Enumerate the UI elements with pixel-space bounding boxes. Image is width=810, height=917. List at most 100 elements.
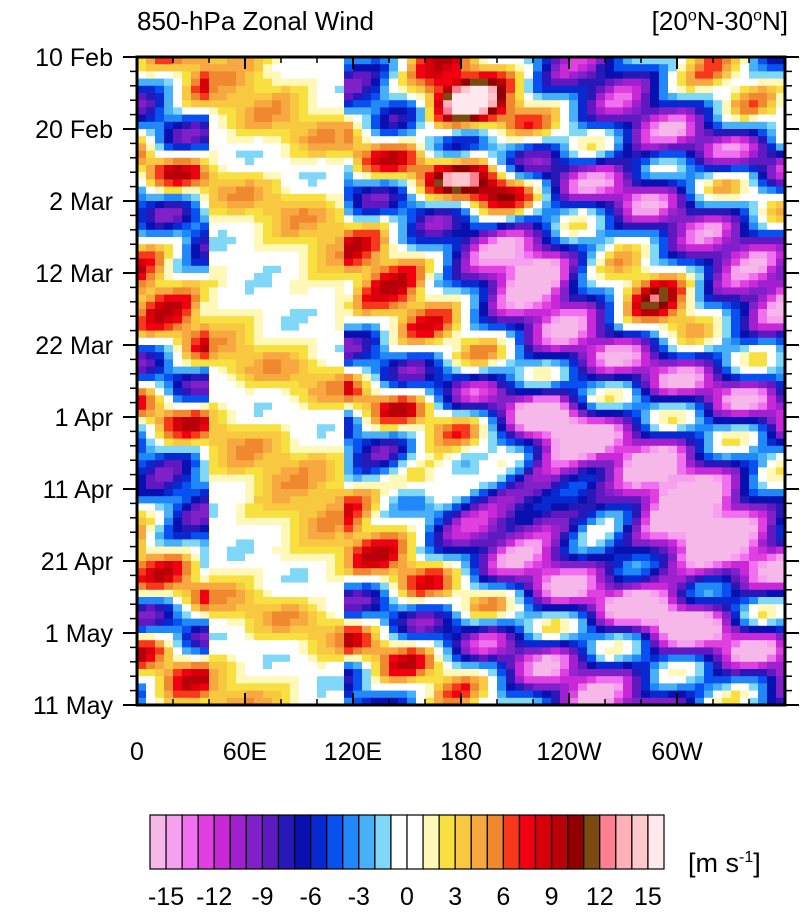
field-cell xyxy=(389,532,399,540)
field-cell xyxy=(632,316,642,324)
field-cell xyxy=(551,395,561,404)
field-cell xyxy=(434,179,444,188)
field-cell xyxy=(497,431,507,440)
field-cell xyxy=(434,323,444,332)
field-cell xyxy=(623,460,633,468)
field-cell xyxy=(686,417,696,425)
field-cell xyxy=(317,417,327,425)
field-cell xyxy=(497,107,507,116)
field-cell xyxy=(191,316,201,324)
field-cell xyxy=(623,78,633,87)
field-cell xyxy=(254,323,264,332)
field-cell xyxy=(290,78,300,87)
field-cell xyxy=(560,503,570,512)
field-cell xyxy=(425,129,435,137)
field-cell xyxy=(371,546,381,555)
field-cell xyxy=(272,237,282,245)
field-cell xyxy=(272,157,282,166)
field-cell xyxy=(650,424,660,432)
field-cell xyxy=(263,265,273,274)
field-cell xyxy=(362,438,372,447)
field-cell xyxy=(407,244,417,252)
field-cell xyxy=(299,280,309,288)
field-cell xyxy=(497,64,507,72)
field-cell xyxy=(416,57,426,65)
field-cell xyxy=(254,309,264,317)
field-cell xyxy=(542,85,552,94)
field-cell xyxy=(668,381,678,389)
field-cell xyxy=(542,337,552,346)
field-cell xyxy=(326,78,336,87)
field-cell xyxy=(461,481,471,490)
field-cell xyxy=(236,316,246,324)
field-cell xyxy=(560,388,570,396)
field-cell xyxy=(245,316,255,324)
field-cell xyxy=(686,93,696,101)
field-cell xyxy=(326,330,336,339)
field-cell xyxy=(389,438,399,447)
field-cell xyxy=(182,330,192,339)
field-cell xyxy=(362,431,372,440)
field-cell xyxy=(272,481,282,490)
field-cell xyxy=(254,453,264,461)
field-cell xyxy=(488,215,498,224)
field-cell xyxy=(164,237,174,245)
field-cell xyxy=(641,193,651,202)
field-cell xyxy=(290,409,300,418)
field-cell xyxy=(227,546,237,555)
field-cell xyxy=(353,222,363,231)
field-cell xyxy=(740,474,750,483)
field-cell xyxy=(542,193,552,202)
field-cell xyxy=(686,460,696,468)
field-cell xyxy=(632,107,642,116)
field-cell xyxy=(299,85,309,94)
field-cell xyxy=(290,496,300,504)
field-cell xyxy=(560,438,570,447)
field-cell xyxy=(425,532,435,540)
field-cell xyxy=(488,510,498,519)
field-cell xyxy=(236,150,246,159)
field-cell xyxy=(173,237,183,245)
field-cell xyxy=(461,373,471,382)
field-cell xyxy=(362,237,372,245)
field-cell xyxy=(245,244,255,252)
field-cell xyxy=(461,417,471,425)
field-cell xyxy=(740,280,750,288)
field-cell xyxy=(263,273,273,281)
field-cell xyxy=(740,93,750,101)
field-cell xyxy=(587,489,597,497)
field-cell xyxy=(380,57,390,65)
field-cell xyxy=(515,222,525,231)
field-cell xyxy=(515,525,525,533)
field-cell xyxy=(695,265,705,274)
field-cell xyxy=(659,489,669,497)
field-cell xyxy=(209,316,219,324)
field-cell xyxy=(335,539,345,548)
field-cell xyxy=(731,150,741,159)
field-cell xyxy=(380,121,390,130)
field-cell xyxy=(542,172,552,180)
field-cell xyxy=(659,157,669,166)
field-cell xyxy=(650,309,660,317)
field-cell xyxy=(533,510,543,519)
field-cell xyxy=(533,201,543,209)
field-cell xyxy=(533,258,543,267)
field-cell xyxy=(200,546,210,555)
field-cell xyxy=(614,366,624,375)
field-cell xyxy=(182,309,192,317)
field-cell xyxy=(677,467,687,476)
field-cell xyxy=(695,496,705,504)
field-cell xyxy=(290,424,300,432)
field-cell xyxy=(425,330,435,339)
field-cell xyxy=(434,359,444,368)
field-cell xyxy=(587,395,597,404)
field-cell xyxy=(263,323,273,332)
field-cell xyxy=(281,251,291,260)
field-cell xyxy=(335,438,345,447)
field-cell xyxy=(551,150,561,159)
field-cell xyxy=(326,525,336,533)
field-cell xyxy=(308,273,318,281)
field-cell xyxy=(488,100,498,108)
field-cell xyxy=(686,287,696,296)
field-cell xyxy=(317,294,327,303)
